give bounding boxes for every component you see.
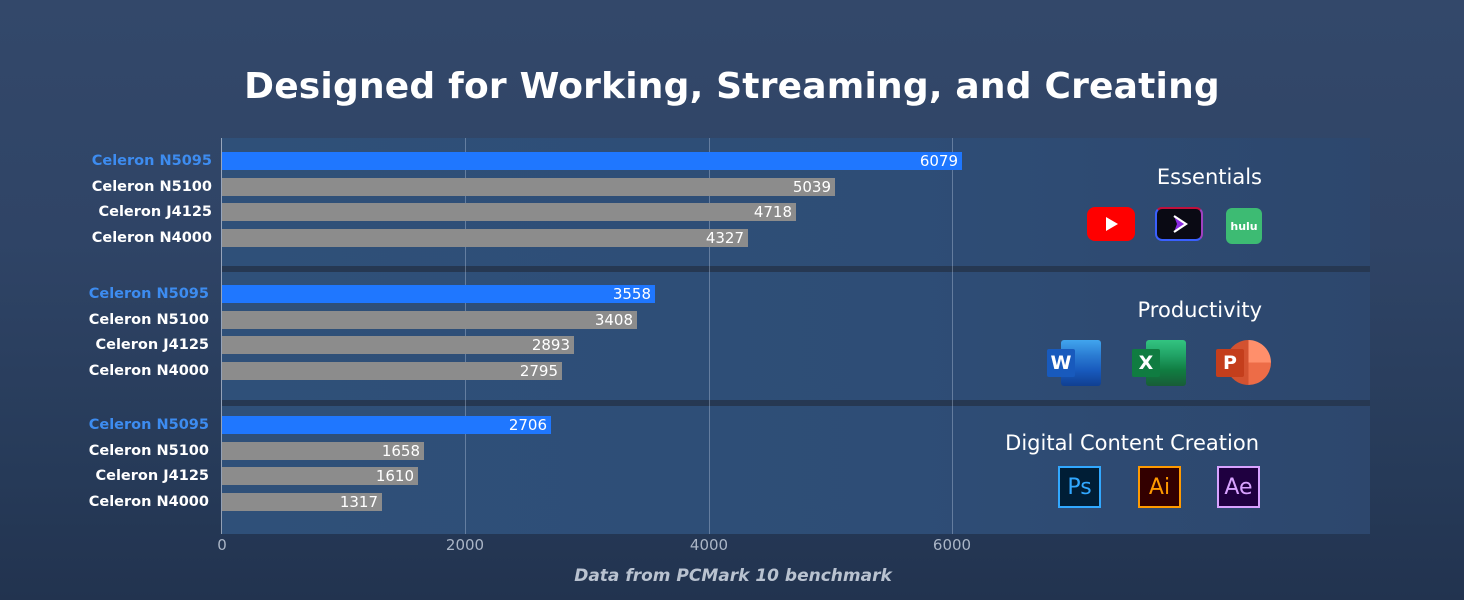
excel-letter: X [1132, 349, 1160, 377]
group-separator [222, 266, 1370, 272]
bar-label: Celeron J4125 [98, 204, 212, 220]
bar: 1658 [222, 441, 424, 460]
bar: 4718 [222, 203, 796, 221]
youtube-icon [1087, 207, 1135, 241]
x-tick-label: 6000 [932, 536, 972, 554]
bar-label: Celeron N4000 [88, 493, 209, 510]
x-tick-label: 0 [217, 536, 227, 554]
bar-value-label: 5039 [792, 177, 831, 196]
bar: 3558 [222, 285, 655, 303]
photoshop-icon: Ps [1058, 466, 1101, 508]
bar-value-label: 2706 [508, 416, 547, 434]
bar: 2795 [222, 361, 562, 380]
bar-value-label: 2893 [531, 336, 570, 354]
bar-value-label: 2795 [519, 361, 558, 380]
bar-label: Celeron N5095 [88, 286, 209, 302]
bar-label: Celeron J4125 [95, 468, 209, 484]
bar-value-label: 1658 [381, 441, 420, 460]
bar: 2893 [222, 336, 574, 354]
bar: 2706 [222, 416, 551, 434]
bar-value-label: 3408 [594, 310, 633, 329]
word-icon: W [1047, 340, 1103, 388]
after-effects-icon: Ae [1217, 466, 1260, 508]
category-essentials: Essentials [1156, 165, 1262, 189]
bar-label: Celeron N5100 [88, 311, 209, 328]
bar-value-label: 4327 [705, 228, 744, 247]
bar: 5039 [222, 177, 835, 196]
illustrator-text: Ai [1148, 474, 1171, 500]
source-note-text: Data from PCMark 10 benchmark [574, 566, 892, 586]
y-axis-line [221, 138, 222, 534]
bar-label: Celeron J4125 [95, 337, 209, 353]
powerpoint-icon: P [1216, 340, 1272, 388]
category-productivity: Productivity [1137, 298, 1263, 322]
hulu-text: hulu [1230, 219, 1258, 233]
category-digital-content-creation: Digital Content Creation [1005, 431, 1259, 455]
bar-value-label: 1610 [375, 467, 414, 485]
bar-label: Celeron N4000 [91, 229, 212, 246]
bar: 1610 [222, 467, 418, 485]
source-note: Data from PCMark 10 benchmark [0, 566, 1464, 586]
excel-icon: X [1132, 340, 1188, 388]
bar-value-label: 4718 [753, 203, 792, 221]
illustrator-icon: Ai [1138, 466, 1181, 508]
bar-value-label: 1317 [339, 492, 378, 511]
bar: 4327 [222, 228, 748, 247]
word-letter: W [1047, 349, 1075, 377]
prime-video-icon [1155, 207, 1203, 241]
bar-label: Celeron N4000 [88, 362, 209, 379]
bar-label: Celeron N5100 [91, 178, 212, 195]
x-tick-label: 2000 [445, 536, 485, 554]
gridline [952, 138, 953, 534]
gridline [709, 138, 710, 534]
bar-label: Celeron N5095 [88, 417, 209, 433]
chart-title: Designed for Working, Streaming, and Cre… [244, 66, 1220, 107]
powerpoint-letter: P [1216, 349, 1244, 377]
photoshop-text: Ps [1067, 474, 1092, 500]
bar-value-label: 3558 [612, 285, 651, 303]
bar-label: Celeron N5095 [91, 153, 212, 169]
bar: 6079 [222, 152, 962, 170]
group-separator [222, 400, 1370, 406]
bar: 3408 [222, 310, 637, 329]
bar: 1317 [222, 492, 382, 511]
bar-label: Celeron N5100 [88, 442, 209, 459]
bar-value-label: 6079 [919, 152, 958, 170]
x-tick-label: 4000 [689, 536, 729, 554]
hulu-icon: hulu [1226, 208, 1262, 244]
after-effects-text: Ae [1224, 474, 1253, 500]
